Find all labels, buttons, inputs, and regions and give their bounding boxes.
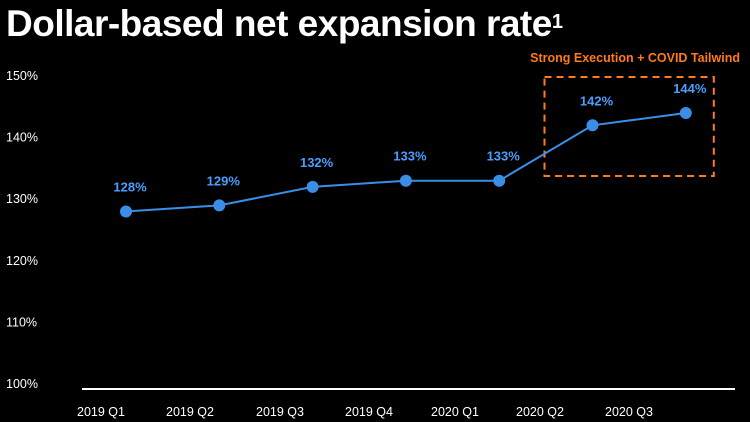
- data-labels: 128% 129% 132% 133% 133% 142% 144%: [113, 81, 706, 195]
- y-tick-label: 150%: [6, 69, 38, 83]
- x-tick-label: 2019 Q3: [256, 405, 304, 419]
- y-tick-label: 100%: [6, 377, 38, 391]
- data-label: 144%: [673, 81, 707, 96]
- title-footnote: 1: [551, 11, 563, 33]
- title-text: Dollar-based net expansion rate: [6, 3, 552, 44]
- y-axis-ticks: 100% 110% 120% 130% 140% 150%: [6, 69, 38, 391]
- x-tick-label: 2019 Q4: [345, 405, 393, 419]
- x-tick-label: 2020 Q1: [431, 405, 479, 419]
- data-point: [213, 199, 226, 212]
- data-point: [586, 119, 599, 132]
- x-axis-ticks: 2019 Q1 2019 Q2 2019 Q3 2019 Q4 2020 Q1 2020 …: [77, 405, 653, 419]
- annotation-box: [543, 76, 715, 177]
- data-label: 133%: [487, 149, 521, 164]
- chart-title: Dollar-based net expansion rate1: [6, 2, 563, 46]
- x-tick-label: 2019 Q2: [166, 405, 214, 419]
- data-point: [399, 174, 412, 187]
- data-label: 129%: [207, 173, 241, 188]
- data-label: 128%: [113, 180, 147, 195]
- data-label: 133%: [393, 149, 427, 164]
- y-tick-label: 120%: [6, 254, 38, 268]
- data-label: 132%: [300, 155, 334, 170]
- data-point: [679, 106, 692, 119]
- x-tick-label: 2019 Q1: [77, 405, 125, 419]
- y-tick-label: 140%: [6, 131, 38, 145]
- data-label: 142%: [580, 93, 614, 108]
- data-point: [493, 174, 506, 187]
- x-tick-label: 2020 Q2: [516, 405, 564, 419]
- y-tick-label: 130%: [6, 192, 38, 206]
- data-point: [306, 180, 319, 193]
- data-points: [120, 106, 692, 218]
- annotation-label: Strong Execution + COVID Tailwind: [530, 51, 740, 65]
- data-point: [120, 205, 132, 218]
- x-tick-label: 2020 Q3: [605, 405, 653, 419]
- y-tick-label: 110%: [6, 315, 37, 329]
